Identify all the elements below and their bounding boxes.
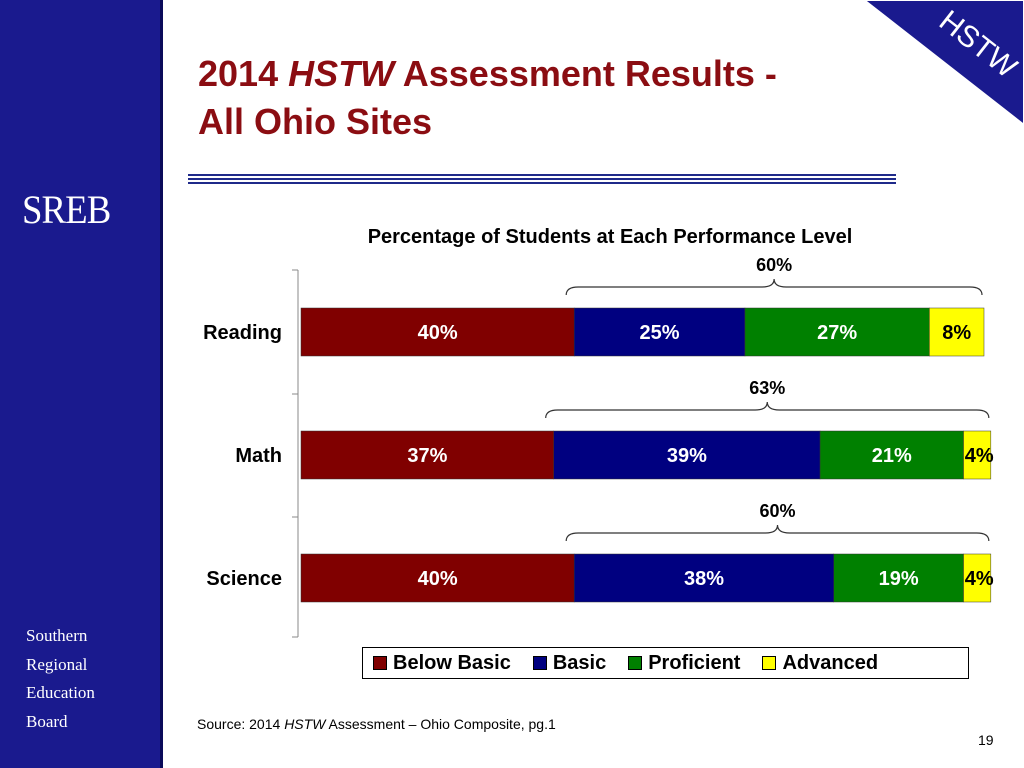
y-axis	[292, 269, 299, 638]
bar-below-basic	[300, 430, 554, 480]
legend-label: Advanced	[782, 651, 879, 674]
legend-swatch	[532, 656, 547, 670]
sreb-logo: SREB	[22, 187, 111, 232]
bar-advanced	[929, 307, 985, 357]
title-rest: Assessment Results -	[402, 53, 777, 94]
legend-item: Proficient	[628, 652, 740, 675]
title-program: HSTW	[288, 53, 395, 94]
bar-label: 37%	[407, 445, 447, 467]
bracket-label: 60%	[756, 255, 792, 275]
title-year: 2014	[198, 53, 279, 94]
category-label: Science	[206, 568, 282, 590]
bracket	[545, 401, 990, 419]
legend-item: Advanced	[762, 652, 878, 675]
bar-proficient	[833, 553, 964, 603]
org-line: Education	[26, 683, 95, 702]
title-line2: All Ohio Sites	[198, 101, 433, 142]
bar-label: 19%	[879, 568, 919, 590]
bracket-label: 63%	[749, 378, 785, 398]
page-number: 19	[978, 732, 994, 748]
legend-item: Basic	[532, 651, 607, 675]
sidebar: SREB Southern Regional Education Board	[0, 0, 163, 768]
bracket	[565, 524, 990, 542]
category-labels: Reading Math Science	[203, 322, 282, 590]
bracket	[565, 278, 983, 296]
bar-label: 27%	[817, 322, 857, 344]
bar-label: 25%	[640, 322, 680, 344]
bracket-label: 60%	[759, 501, 795, 521]
org-name: Southern Regional Education Board	[26, 622, 95, 736]
legend-label: Proficient	[648, 651, 741, 674]
legend-label: Basic	[552, 651, 607, 674]
bar-proficient	[819, 430, 964, 480]
bar-proficient	[744, 307, 930, 357]
page-title: 2014 HSTW Assessment Results - All Ohio …	[198, 50, 777, 146]
legend-swatch	[762, 656, 777, 670]
bar-label: 39%	[667, 445, 707, 467]
legend-swatch	[373, 656, 387, 670]
org-line: Board	[26, 711, 68, 731]
bar-advanced	[963, 430, 992, 480]
bar-basic	[573, 553, 834, 603]
chart-legend: Below Basic Basic Proficient Advanced	[362, 647, 969, 679]
bar-advanced	[963, 553, 992, 603]
org-line: Regional	[26, 654, 88, 674]
chart-title: Percentage of Students at Each Performan…	[368, 226, 853, 248]
source-note: Source: 2014 HSTW Assessment – Ohio Comp…	[197, 716, 556, 732]
bar-label: 8%	[942, 322, 971, 344]
bar-basic	[553, 430, 821, 480]
legend-item: Below Basic	[373, 652, 511, 675]
category-label: Math	[235, 445, 282, 467]
bar-label: 4%	[965, 568, 994, 590]
bar-below-basic	[300, 553, 575, 603]
bar-label: 21%	[872, 445, 912, 467]
bars	[300, 307, 992, 603]
brackets: 60% 63% 60%	[545, 255, 990, 542]
bar-label: 38%	[684, 568, 724, 590]
bar-label: 4%	[965, 445, 994, 467]
bar-basic	[573, 307, 746, 357]
bar-label: 40%	[418, 568, 458, 590]
bar-label: 40%	[418, 322, 458, 344]
legend-swatch	[628, 656, 643, 670]
org-line: Southern	[26, 626, 88, 645]
title-divider	[188, 174, 896, 186]
bar-below-basic	[300, 307, 575, 357]
category-label: Reading	[203, 322, 282, 344]
corner-badge: HSTW	[862, 0, 1024, 127]
legend-label: Below Basic	[393, 651, 511, 674]
bar-labels: 40% 25% 27% 8% 37% 39% 21% 4% 40% 38% 19% 4%	[407, 322, 994, 590]
